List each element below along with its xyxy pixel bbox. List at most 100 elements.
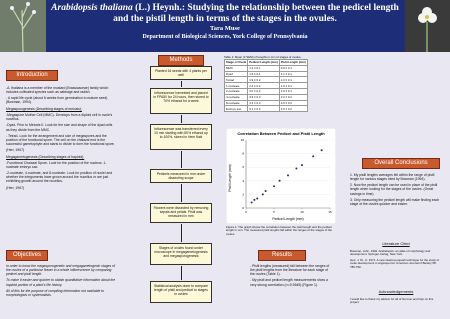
affiliation: Department of Biological Sciences, York … (142, 34, 308, 40)
flow-arrow (181, 115, 182, 123)
flow-arrow (181, 184, 182, 202)
reference: Bowman, John. 1994. Arabidopsis: an atla… (350, 249, 431, 257)
methods-flowchart: Planted 16 seeds with 4 plants per well I… (150, 66, 212, 316)
literature-text: Bowman, John. 1994. Arabidopsis: an atla… (350, 249, 442, 271)
table-cell: 3.0 ± 0.2 (247, 88, 280, 95)
x-tick-label: 15 (328, 210, 332, 214)
title-species: Arabidopsis thaliana (51, 3, 133, 13)
data-point (273, 185, 275, 188)
flow-step: Pedicels measured in mm under dissecting… (150, 169, 212, 183)
list-item: 1. My pistil lengths averages fell withi… (350, 173, 435, 182)
list-item: 3. Only measuring the pedicel length wil… (350, 197, 440, 206)
data-table: Stage of Ovule Pedicel Length (mm) Pistil … (223, 59, 308, 113)
flow-step: Inflorescence harvested and placed in FP… (150, 88, 212, 114)
table-row: 1-nucleate 2.4 ± 0.2 1.6 ± 0.1 (223, 82, 308, 89)
table-header-row: Stage of Ovule Pedicel Length (mm) Pistil … (223, 59, 308, 66)
flow-step: Planted 16 seeds with 4 plants per well (150, 66, 212, 80)
paragraph: -Megaspore Mother Cell (MMC)- Develops f… (6, 113, 113, 122)
objectives-text: In order to know the megasporogenetic an… (6, 264, 116, 299)
paragraph: To make it easier and quicker to obtain … (6, 278, 116, 287)
flow-step: Flowers were dissected by removing sepal… (150, 203, 212, 223)
table-cell: 4.3 ± 0.3 (247, 99, 280, 107)
x-tick-label: 10 (300, 210, 304, 214)
table-cell: 5.1 ± 0.4 (247, 105, 280, 113)
column-header: Pistil Length (mm) (278, 59, 308, 66)
table-cell: 1.1 ± 0.1 (278, 70, 308, 78)
data-point (278, 179, 281, 182)
conclusions-text: 1. My pistil lengths averages fell withi… (350, 173, 442, 208)
author: Tara Muse (210, 25, 240, 32)
table-row: 4-nucleate 3.6 ± 0.3 2.2 ± 0.2 (223, 93, 308, 101)
section-heading: Methods (158, 55, 204, 66)
paragraph: In order to know the megasporogenetic an… (6, 264, 115, 277)
section-heading: Overall Conclusions (362, 158, 440, 169)
table-row: 8-nucleate 4.3 ± 0.3 2.6 ± 0.2 (223, 99, 308, 107)
paragraph: - Tetrad- Look for the arrangement and s… (6, 133, 115, 146)
table-row: Tetrad 1.9 ± 0.2 1.3 ± 0.1 (223, 76, 308, 84)
header-band (0, 0, 450, 52)
table-cell: 0.9 ± 0.1 (278, 64, 308, 72)
x-axis-label: Pedicel Length (mm) (272, 217, 303, 221)
paragraph: - A rapid life cycle (about 6 weeks from… (6, 96, 108, 105)
data-point (253, 198, 256, 201)
y-tick-label: 10 (241, 138, 245, 142)
paragraph: (Herr, 1967) (6, 185, 25, 190)
data-point (312, 155, 315, 158)
section-heading: Objectives (6, 250, 48, 261)
subheading: Megasporogenesis (Describing stages of m… (6, 106, 82, 111)
data-point (320, 149, 323, 152)
paragraph: -Dyad- Prior to Meiosis II. Look for the… (6, 123, 113, 132)
table-row: 2-nucleate 3.0 ± 0.2 1.9 ± 0.1 (223, 88, 308, 95)
reference: Herr, J. M., Jr. 1971. A new clearing-sq… (350, 258, 440, 269)
flower-photo (405, 0, 450, 52)
x-tick-label: 5 (273, 210, 275, 214)
subheading: Literature Cited (382, 241, 410, 246)
table-row: MMC 1.2 ± 0.1 0.9 ± 0.1 (223, 64, 308, 72)
y-tick-label: 2 (242, 192, 244, 196)
section-heading: Introduction (6, 70, 58, 81)
flow-step: Inflorescence was transferred every 10 m… (150, 124, 212, 150)
subheading: Megagametogenesis (Describing stages of … (6, 154, 85, 159)
data-point (261, 193, 264, 196)
paragraph: - Pistil lengths (measured) fall between… (250, 264, 330, 277)
data-point (264, 190, 267, 192)
subheading: Acknowledgements (378, 289, 414, 294)
acknowledgement-text: I would like to thank my advisor for all… (350, 297, 434, 305)
paragraph: - My pistil and pedicel length measureme… (250, 278, 328, 287)
data-point (301, 164, 303, 167)
chart: Correlation Between Pedicel and Pistil L… (226, 128, 336, 224)
table-cell: 1.9 ± 0.2 (247, 76, 280, 84)
plant-photo (0, 0, 46, 52)
table-cell: 1.6 ± 0.1 (278, 82, 308, 89)
data-point (250, 201, 253, 204)
table-cell: 1.2 ± 0.1 (247, 64, 280, 72)
paragraph: All of this for the purpose of compiling… (6, 288, 105, 297)
section-heading: Results (258, 250, 306, 261)
flow-arrow (181, 151, 182, 168)
table-cell: 1.5 ± 0.1 (247, 70, 280, 78)
flow-step: Statistical analysis done to compare len… (150, 281, 212, 303)
table-cell: 1.9 ± 0.1 (278, 88, 308, 95)
flow-arrow (181, 224, 182, 242)
data-point (256, 197, 259, 200)
table-cell: Embryo sac (223, 105, 249, 113)
paragraph: -Functional Chalazal Spore- Look for the… (6, 160, 107, 169)
title: Arabidopsis thaliana (L.) Heynh.: Studyi… (48, 3, 402, 24)
table-cell: 2.4 ± 0.2 (247, 82, 280, 89)
y-tick-label: 4 (242, 179, 244, 183)
y-axis-label: Pistil Length (mm) (228, 164, 232, 191)
table-row: Dyad 1.5 ± 0.1 1.1 ± 0.1 (223, 70, 308, 78)
list-item: 2. Now the pedicel length can be used in… (350, 183, 438, 196)
flow-step: Stages of ovules found under microscope … (150, 243, 212, 265)
title-text: (L.) Heynh.: Studying the relationship b… (113, 3, 399, 24)
column-header: Pedicel Length (mm) (247, 59, 280, 66)
paragraph: (Herr, 1967) (6, 148, 25, 153)
table-caption: Table 1: Mean (± SEM) of lengths in mm o… (224, 55, 302, 59)
paragraph: -2-nucleate, 4-nucleate, and 8-nucleate-… (6, 171, 113, 184)
introduction-text: -A. thaliana is a member of the mustard … (6, 86, 116, 192)
y-tick-label: 6 (242, 165, 244, 169)
chart-title: Correlation Between Pedicel and Pistil L… (237, 131, 325, 136)
flow-arrow (181, 266, 182, 280)
results-text: - Pistil lengths (measured) fall between… (250, 264, 332, 289)
